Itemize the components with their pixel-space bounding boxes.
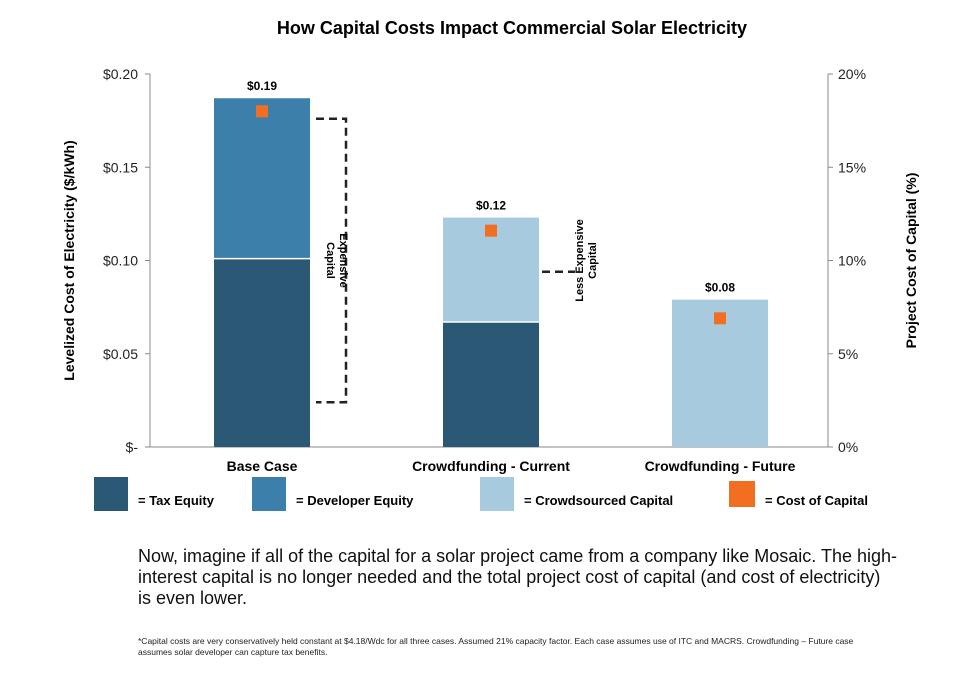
legend-swatch (252, 477, 286, 511)
y-tick-label: $0.20 (103, 66, 138, 82)
legend-swatch (480, 477, 514, 511)
cost-of-capital-marker (485, 224, 497, 237)
y-tick-label: $0.05 (103, 346, 138, 362)
legend-label: = Crowdsourced Capital (524, 493, 673, 508)
annotations: ExpensiveCapital Less ExpensiveCapital (316, 117, 599, 404)
legend-label: = Tax Equity (138, 493, 215, 508)
expensive-capital-bracket (316, 117, 348, 404)
legend-item: = Crowdsourced Capital (480, 477, 673, 511)
annotation-line: Less Expensive (574, 219, 586, 302)
y2-tick-label: 0% (838, 439, 858, 455)
annotation-line: Capital (324, 242, 336, 279)
y2-tick-label: 20% (838, 66, 866, 82)
legend: = Tax Equity = Developer Equity = Crowdsou… (94, 477, 868, 511)
y-tick-label: $- (126, 439, 139, 455)
chart: How Capital Costs Impact Commercial Sola… (61, 18, 919, 511)
bars: $0.19 Base Case $0.12 Crowdfunding - Curren… (214, 79, 796, 474)
axes: $- $0.05 $0.10 $0.15 $0.20 0% 5% 10% 15% 20% Level… (61, 66, 919, 455)
cost-of-capital-marker (256, 105, 268, 118)
narrative-text: Now, imagine if all of the capital for a… (138, 546, 898, 608)
legend-item: = Tax Equity (94, 477, 215, 511)
bar-segment (443, 322, 539, 447)
bar-total-label: $0.08 (705, 281, 735, 295)
expensive-capital-label: ExpensiveCapital (324, 233, 349, 287)
category-label: Crowdfunding - Future (645, 458, 796, 474)
annotation-line: Expensive (337, 233, 349, 287)
category-label: Crowdfunding - Current (412, 458, 570, 474)
chart-title: How Capital Costs Impact Commercial Sola… (277, 18, 747, 38)
legend-label: = Developer Equity (296, 493, 414, 508)
legend-swatch (729, 481, 755, 507)
less-expensive-capital-label: Less ExpensiveCapital (574, 219, 599, 302)
legend-label: = Cost of Capital (765, 493, 868, 508)
y-axis-title: Levelized Cost of Electricity ($/kWh) (61, 140, 77, 380)
bar-total-label: $0.19 (247, 79, 277, 93)
footnote: *Capital costs are very conservatively h… (138, 636, 854, 657)
category-label: Base Case (227, 458, 298, 474)
y2-tick-label: 15% (838, 159, 866, 175)
bar-total-label: $0.12 (476, 199, 506, 213)
y-tick-label: $0.15 (103, 159, 138, 175)
legend-item: = Cost of Capital (729, 481, 868, 508)
legend-swatch (94, 477, 128, 511)
y2-tick-label: 10% (838, 253, 866, 269)
annotation-line: Capital (587, 242, 599, 279)
bar-segment (214, 258, 310, 447)
y2-axis-title: Project Cost of Capital (%) (903, 173, 919, 349)
y-tick-label: $0.10 (103, 253, 138, 269)
bar-segment (214, 98, 310, 259)
cost-of-capital-marker (714, 312, 726, 325)
y2-tick-label: 5% (838, 346, 858, 362)
legend-item: = Developer Equity (252, 477, 414, 511)
